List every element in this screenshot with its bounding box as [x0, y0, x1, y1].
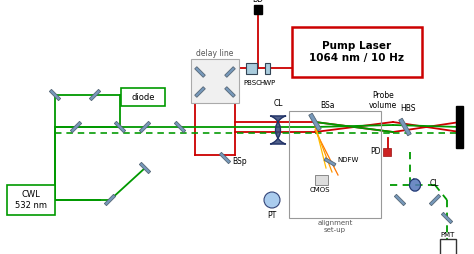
Polygon shape [394, 194, 406, 206]
Polygon shape [456, 106, 463, 148]
Polygon shape [265, 62, 271, 73]
Circle shape [264, 192, 280, 208]
Polygon shape [70, 121, 82, 133]
Text: alignment
set-up: alignment set-up [317, 220, 353, 233]
Text: delay line: delay line [196, 49, 234, 58]
Polygon shape [399, 118, 411, 136]
Text: BSa: BSa [320, 101, 335, 110]
Text: CWL
532 nm: CWL 532 nm [15, 190, 47, 210]
FancyBboxPatch shape [440, 239, 456, 254]
FancyBboxPatch shape [121, 88, 165, 106]
Text: PMT: PMT [441, 232, 455, 238]
Polygon shape [139, 162, 151, 174]
Polygon shape [410, 179, 420, 191]
Text: Probe
volume: Probe volume [369, 91, 397, 110]
Polygon shape [195, 87, 205, 97]
Text: PD: PD [371, 148, 381, 156]
Polygon shape [429, 194, 441, 206]
Polygon shape [225, 67, 235, 77]
Polygon shape [89, 89, 100, 101]
Polygon shape [114, 121, 126, 133]
Polygon shape [219, 152, 231, 164]
FancyBboxPatch shape [7, 185, 55, 215]
Polygon shape [139, 121, 151, 133]
Text: PBSC: PBSC [243, 80, 261, 86]
Polygon shape [49, 89, 61, 101]
Polygon shape [383, 148, 391, 156]
Text: BSp: BSp [232, 156, 246, 166]
Polygon shape [309, 113, 321, 131]
Polygon shape [270, 116, 286, 144]
Text: Pump Laser
1064 nm / 10 Hz: Pump Laser 1064 nm / 10 Hz [310, 41, 404, 63]
Text: CMOS: CMOS [310, 187, 330, 193]
Text: HWP: HWP [260, 80, 276, 86]
Text: HBS: HBS [400, 104, 416, 113]
Text: BD: BD [253, 0, 264, 4]
Text: CL: CL [430, 179, 439, 187]
Polygon shape [174, 121, 186, 133]
Polygon shape [246, 62, 257, 73]
Polygon shape [441, 212, 453, 224]
Polygon shape [195, 67, 205, 77]
Polygon shape [225, 87, 235, 97]
Text: PT: PT [267, 211, 277, 220]
Polygon shape [315, 175, 328, 185]
FancyBboxPatch shape [191, 59, 239, 103]
Polygon shape [324, 158, 336, 166]
Polygon shape [104, 194, 116, 206]
Polygon shape [254, 5, 262, 14]
Text: diode: diode [131, 92, 155, 102]
Text: CL: CL [273, 99, 283, 108]
Text: NDFW: NDFW [337, 157, 358, 163]
FancyBboxPatch shape [292, 27, 422, 77]
